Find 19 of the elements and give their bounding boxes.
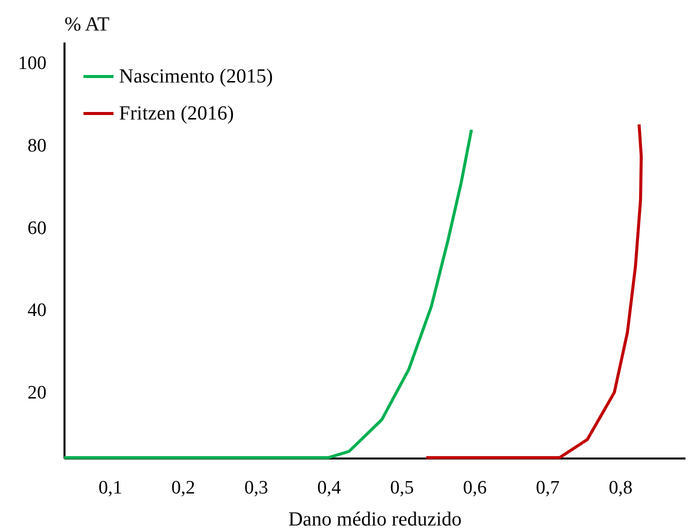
y-tick-label: 20 [28, 382, 46, 404]
y-tick-label: 80 [28, 135, 46, 156]
line-series [424, 122, 643, 460]
legend-label: Fritzen (2016) [119, 102, 234, 124]
x-tick-label: 0,4 [317, 478, 342, 498]
line-series [62, 128, 473, 460]
x-tick-label: 0,1 [98, 478, 122, 498]
x-tick-label: 0,5 [390, 478, 414, 498]
y-tick-label: 60 [28, 218, 46, 239]
x-tick-label: 0,8 [608, 478, 633, 498]
legend-label: Nascimento (2015) [119, 66, 273, 88]
y-tick-label: 100 [18, 53, 46, 74]
x-tick-label: 0,7 [536, 478, 560, 498]
x-tick-label: 0,3 [244, 478, 268, 498]
x-tick-label: 0,2 [171, 478, 196, 498]
x-tick-label: 0,6 [462, 478, 487, 498]
x-axis-title: Dano médio reduzido [288, 508, 462, 529]
y-axis-title: % AT [64, 14, 110, 36]
y-tick-label: 40 [28, 300, 46, 322]
